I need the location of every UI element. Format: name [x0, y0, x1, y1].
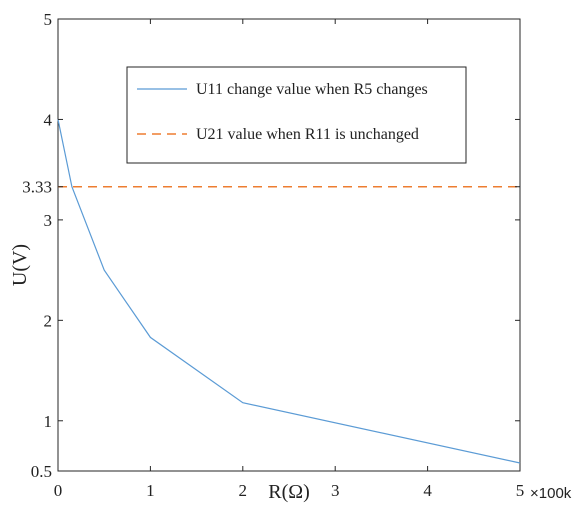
y-axis-label: U(V): [9, 244, 31, 286]
legend-label: U11 change value when R5 changes: [196, 81, 428, 98]
x-tick-label: 0: [54, 481, 63, 500]
y-tick-label: 1: [44, 412, 53, 431]
y-tick-label: 3: [44, 211, 53, 230]
x-axis-label: R(Ω): [268, 481, 310, 503]
x-multiplier-label: ×100k: [530, 485, 572, 502]
x-tick-label: 4: [423, 481, 432, 500]
x-tick-label: 2: [239, 481, 248, 500]
x-tick-label: 1: [146, 481, 155, 500]
y-tick-label: 3.33: [22, 178, 52, 197]
x-tick-label: 3: [331, 481, 340, 500]
y-tick-label: 2: [44, 311, 53, 330]
legend-label: U21 value when R11 is unchanged: [196, 126, 419, 143]
x-tick-label: 5: [516, 481, 525, 500]
y-tick-label: 4: [44, 110, 53, 129]
series-line: [57, 119, 521, 464]
series-layer: [57, 119, 521, 464]
ticks-layer: 0 1 2 3 4 5 0.5 1 2 3 3.33 4 5: [22, 10, 524, 500]
y-tick-label: 0.5: [31, 462, 52, 481]
y-tick-label: 5: [44, 10, 53, 29]
legend: U11 change value when R5 changes U21 valu…: [126, 66, 467, 164]
legend-box: [126, 66, 467, 164]
